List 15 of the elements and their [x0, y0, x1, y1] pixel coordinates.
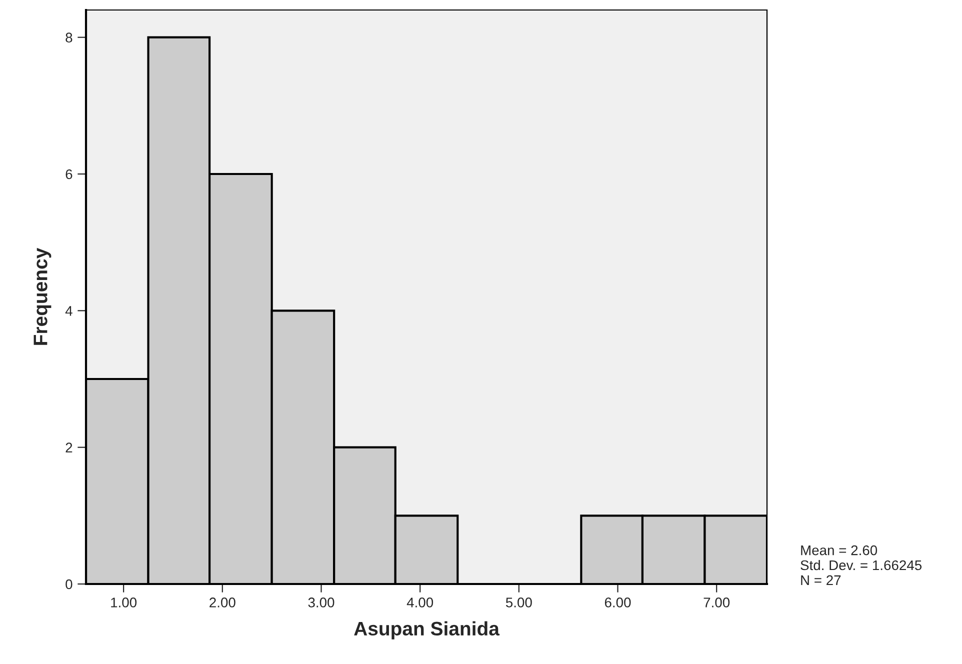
y-tick-label: 0 — [66, 579, 72, 590]
x-tick-label: 4.00 — [406, 598, 434, 608]
x-tick-label: 5.00 — [506, 598, 532, 608]
y-axis-title: Frequency — [34, 248, 52, 345]
x-tick-label: 2.00 — [210, 598, 236, 608]
x-tick-label: 6.00 — [604, 598, 631, 608]
x-axis-title: Asupan Sianida — [354, 621, 500, 640]
x-tick-label: 3.00 — [308, 598, 334, 608]
y-tick-label: 6 — [66, 169, 72, 180]
y-tick-label: 2 — [66, 442, 72, 452]
y-tick-label: 8 — [66, 32, 72, 43]
y-tick-label: 4 — [65, 306, 72, 316]
x-tick-label: 7.00 — [704, 598, 730, 608]
x-tick-label: 1.00 — [111, 598, 137, 608]
text: Mean = 2.60 Std. Dev. = 1.66245 N = 27 — [800, 545, 922, 585]
